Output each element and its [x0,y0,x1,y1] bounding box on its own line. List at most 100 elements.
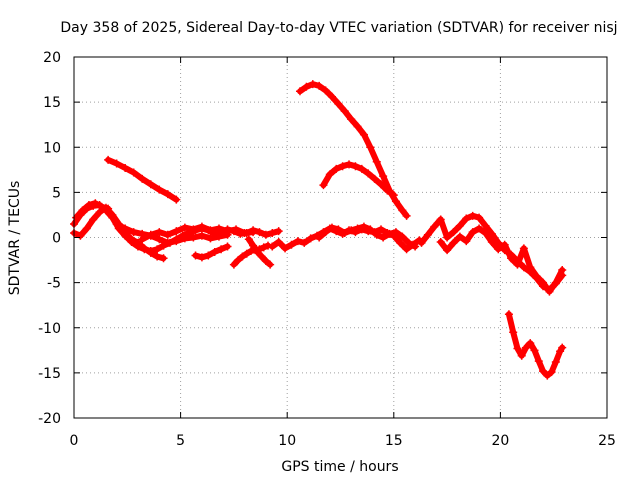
data-point [155,228,164,237]
data-point [507,254,516,263]
data-point [517,351,526,360]
data-point [500,240,509,249]
data-point [242,249,251,258]
series-track-upper-c [319,160,398,200]
data-point [449,228,458,237]
data-point [398,232,407,241]
y-tick-label: -15 [38,366,61,382]
data-point [327,92,336,101]
data-point [513,260,522,269]
data-point [153,252,162,261]
data-point [383,186,392,195]
data-point [197,253,206,262]
series-trace [320,161,397,199]
data-point [127,235,136,244]
data-point [475,224,484,233]
series-track-main-l [436,224,567,296]
data-point [468,228,477,237]
y-tick-label: -20 [38,411,61,427]
y-tick-label: 15 [43,95,61,111]
y-tick-label: -5 [47,276,61,292]
data-point [551,358,560,367]
data-point [180,223,189,232]
data-point [402,245,411,254]
data-point [396,238,405,247]
data-point [321,228,330,237]
data-point [526,339,535,348]
data-point [189,225,198,234]
data-point [411,242,420,251]
series-track-main-d [112,219,232,247]
data-point [295,87,304,96]
series-track-main-j [315,222,420,251]
data-point [146,230,155,239]
data-point [180,234,189,243]
series-track-main-c [72,199,113,222]
data-point [308,80,317,89]
data-point [487,238,496,247]
data-point [345,160,354,169]
data-point [240,228,249,237]
data-point [347,226,356,235]
data-point [229,260,238,269]
chart-title: Day 358 of 2025, Sidereal Day-to-day VTE… [60,20,617,36]
data-point [163,230,172,239]
data-point [372,230,381,239]
data-point [238,252,247,261]
data-point [338,162,347,171]
data-point [112,219,121,228]
data-point [545,287,554,296]
data-point [274,227,283,236]
data-point [259,243,268,252]
data-point [133,238,142,247]
data-point [404,238,413,247]
data-point [377,180,386,189]
data-point [468,211,477,220]
data-point [315,81,324,90]
data-point [359,222,368,231]
series-trace [316,223,419,250]
data-point [379,233,388,242]
data-point [504,310,513,319]
data-point [72,213,81,222]
data-point [319,181,328,190]
data-point [261,230,270,239]
data-point [359,130,368,139]
data-point [204,251,213,260]
data-point [172,237,181,246]
x-tick-label: 5 [176,433,185,449]
data-point [155,185,164,194]
series-trace [437,225,566,295]
data-point [197,222,206,231]
data-point [347,115,356,124]
data-point [391,197,400,206]
data-point [547,367,556,376]
data-point [82,224,91,233]
data-point [539,278,548,287]
data-point [266,260,275,269]
data-point [146,180,155,189]
x-axis-label: GPS time / hours [281,459,398,475]
data-point [455,232,464,241]
data-point [76,231,85,240]
data-point [300,238,309,247]
data-point [385,229,394,238]
data-point [351,162,360,171]
series-track-main-f [191,242,232,262]
data-point [475,213,484,222]
data-point [244,235,253,244]
y-tick-label: -10 [38,321,61,337]
data-point [249,241,258,250]
data-point [366,143,375,152]
data-point [121,224,130,233]
data-point [539,367,548,376]
data-point [138,235,147,244]
data-point [521,343,530,352]
data-point [334,99,343,108]
data-point [104,204,113,213]
data-point [402,211,411,220]
data-point [526,263,535,272]
data-point [153,245,162,254]
data-point [436,238,445,247]
data-point [334,225,343,234]
